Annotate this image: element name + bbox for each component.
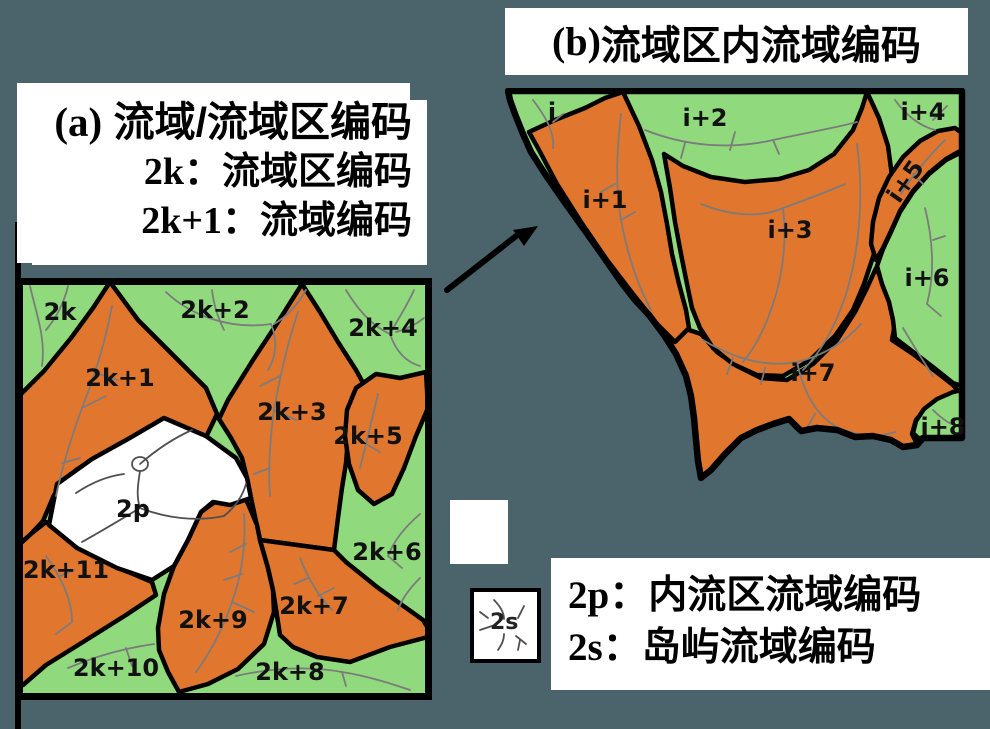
legend-line-2s: 2s：岛屿流域编码 <box>568 626 876 669</box>
map-b-label-i1: i+1 <box>582 186 627 214</box>
map-a-label-2k: 2k <box>44 298 78 326</box>
map-b-watersheds: i i+2 i+4 i+1 i+3 i+5 i+6 i+7 i+8 <box>505 88 966 482</box>
map-a-label-2k6: 2k+6 <box>352 538 421 566</box>
map-b-label-i6: i+6 <box>904 264 949 292</box>
map-b-label-i: i <box>548 98 556 126</box>
legend-text-panel: 2p：内流区流域编码 2s：岛屿流域编码 <box>551 558 990 690</box>
map-b-coastline <box>505 88 966 482</box>
map-a-label-2k1: 2k+1 <box>85 364 154 392</box>
legend-island-label: 2s <box>490 610 519 635</box>
region-2k7 <box>257 537 431 665</box>
map-b-label-i3: i+3 <box>767 216 812 244</box>
panel-a-title: (a) 流域/流域区编码 2k：流域区编码 2k+1：流域编码 <box>22 96 412 246</box>
map-b-label-i4: i+4 <box>900 98 945 126</box>
panel-b-title-prefix: (b) <box>552 19 601 64</box>
map-a-label-2k9: 2k+9 <box>178 606 247 634</box>
panel-b-title: (b) 流域区内流域编码 <box>505 8 968 75</box>
legend-island-box: 2s <box>470 588 541 663</box>
map-a-label-2p: 2p <box>116 495 150 523</box>
panel-a-subtitle-2k1: 2k+1：流域编码 <box>141 200 412 242</box>
region-2k5 <box>342 369 431 507</box>
legend-blank-square <box>450 500 508 564</box>
zoom-arrow <box>444 226 538 293</box>
panel-a-subtitle-2k: 2k：流域区编码 <box>143 151 412 193</box>
map-a-label-2k2: 2k+2 <box>180 296 249 324</box>
panel-a-title-line: (a) 流域/流域区编码 <box>54 99 412 145</box>
map-a-label-2k11: 2k+11 <box>23 556 109 584</box>
map-b-label-i7: i+7 <box>790 359 835 387</box>
map-a-label-2k5: 2k+5 <box>333 422 402 450</box>
region-2p <box>46 415 254 583</box>
map-a-label-2k4: 2k+4 <box>348 314 417 342</box>
map-b-label-i8: i+8 <box>920 413 965 441</box>
map-a-label-2k7: 2k+7 <box>279 592 348 620</box>
island-streams <box>479 599 527 651</box>
map-a-label-2k3: 2k+3 <box>257 398 326 426</box>
map-a-border <box>16 278 432 700</box>
map-b-label-i2: i+2 <box>682 104 727 132</box>
panel-a-title-box-step <box>32 100 427 265</box>
map-a-label-2k10: 2k+10 <box>73 654 159 682</box>
map-a-watersheds: 2k 2k+2 2k+4 2k+1 2k+3 2k+5 2p 2k+11 2k+… <box>16 278 432 700</box>
region-i5 <box>868 125 962 263</box>
map-a-label-2k8: 2k+8 <box>255 658 324 686</box>
panel-a-title-prefix: (a) <box>54 99 103 145</box>
legend-line-2p: 2p：内流区流域编码 <box>568 574 922 617</box>
